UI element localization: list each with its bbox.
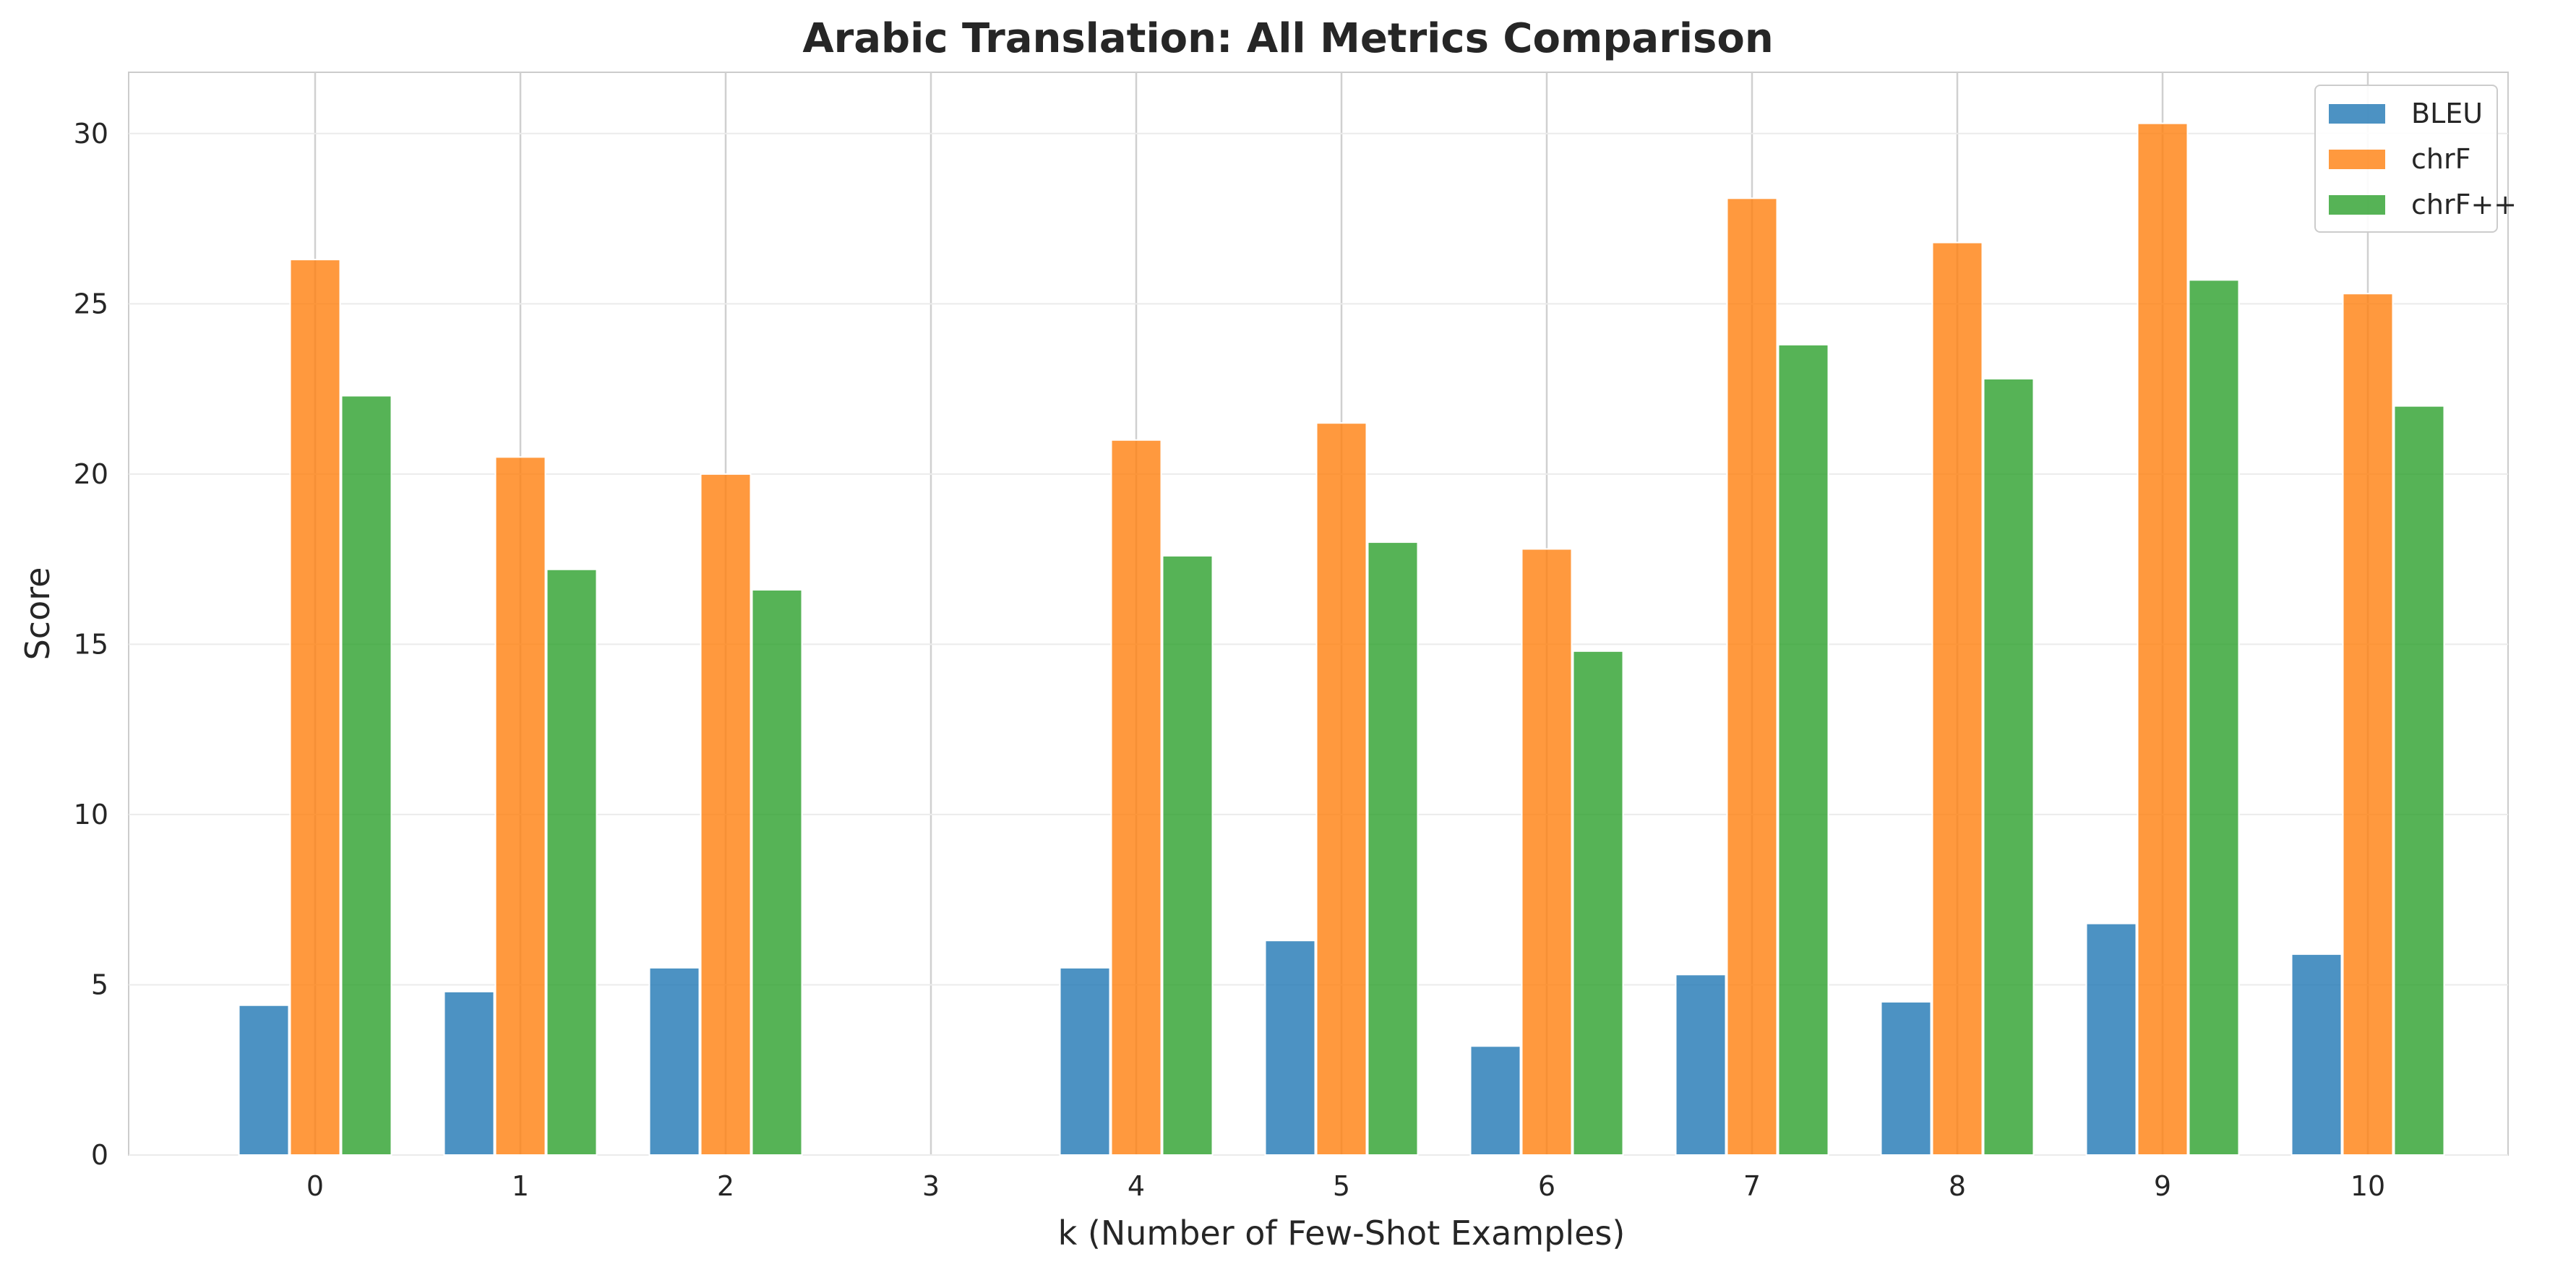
bar-chrfplusplus — [751, 589, 803, 1156]
y-tick-label: 30 — [74, 118, 108, 150]
x-tick-label: 6 — [1538, 1170, 1555, 1202]
x-tick-label: 4 — [1128, 1170, 1145, 1202]
bar-bleu — [1264, 940, 1316, 1156]
bar-chrfplusplus — [1983, 377, 2035, 1156]
bar-chrfplusplus — [1162, 554, 1214, 1156]
bar-chrf — [494, 456, 546, 1156]
legend-label: BLEU — [2411, 98, 2483, 129]
y-tick-label: 5 — [91, 969, 108, 1000]
x-ticks: 0 1 2 3 4 5 6 7 8 9 10 — [306, 1170, 2385, 1202]
bar-bleu — [1059, 966, 1111, 1156]
bar-chrf — [1521, 548, 1573, 1156]
x-tick-label: 0 — [306, 1170, 324, 1202]
legend: BLEU chrF chrF++ — [2314, 85, 2517, 233]
y-tick-label: 10 — [74, 799, 108, 830]
legend-label: chrF++ — [2411, 189, 2517, 220]
bar-chrfplusplus — [1572, 650, 1624, 1156]
x-tick-label: 10 — [2350, 1170, 2385, 1202]
bars — [238, 122, 2445, 1156]
x-axis-label: k (Number of Few-Shot Examples) — [1058, 1214, 1626, 1253]
bar-bleu — [1880, 1001, 1932, 1156]
bar-bleu — [238, 1004, 290, 1156]
legend-label: chrF — [2411, 143, 2470, 175]
bar-bleu — [1469, 1045, 1521, 1156]
bar-chrf — [2137, 122, 2189, 1156]
x-tick-label: 5 — [1333, 1170, 1350, 1202]
y-axis-label: Score — [18, 567, 57, 661]
bar-chrfplusplus — [1367, 541, 1419, 1156]
y-ticks: 0 5 10 15 20 25 30 — [74, 118, 108, 1171]
x-tick-label: 2 — [717, 1170, 734, 1202]
bar-chrf — [2342, 293, 2394, 1156]
bar-chrfplusplus — [2393, 405, 2445, 1156]
bar-bleu — [648, 966, 700, 1156]
x-tick-label: 3 — [922, 1170, 940, 1202]
bar-chrf — [1315, 422, 1368, 1156]
bar-chrf — [700, 473, 752, 1156]
bar-bleu — [2085, 922, 2137, 1156]
bar-bleu — [2291, 953, 2343, 1156]
legend-swatch — [2329, 195, 2385, 215]
legend-swatch — [2329, 104, 2385, 124]
bar-chrf — [1726, 197, 1778, 1156]
bar-chrf — [1931, 241, 1983, 1156]
chart-title: Arabic Translation: All Metrics Comparis… — [802, 15, 1773, 62]
bar-chrfplusplus — [1777, 343, 1829, 1156]
x-tick-label: 8 — [1949, 1170, 1966, 1202]
bar-bleu — [443, 990, 495, 1156]
bar-chrfplusplus — [340, 395, 392, 1156]
y-tick-label: 15 — [74, 628, 108, 660]
bar-chrf — [289, 259, 341, 1156]
bar-chrfplusplus — [2188, 279, 2240, 1156]
y-tick-label: 20 — [74, 458, 108, 490]
x-tick-label: 1 — [512, 1170, 529, 1202]
x-tick-label: 7 — [1743, 1170, 1761, 1202]
legend-swatch — [2329, 150, 2385, 169]
x-tick-label: 9 — [2154, 1170, 2171, 1202]
bar-bleu — [1675, 974, 1727, 1156]
bar-chrf — [1110, 439, 1162, 1156]
y-tick-label: 0 — [91, 1139, 108, 1171]
y-tick-label: 25 — [74, 288, 108, 319]
bar-chrfplusplus — [546, 568, 598, 1156]
